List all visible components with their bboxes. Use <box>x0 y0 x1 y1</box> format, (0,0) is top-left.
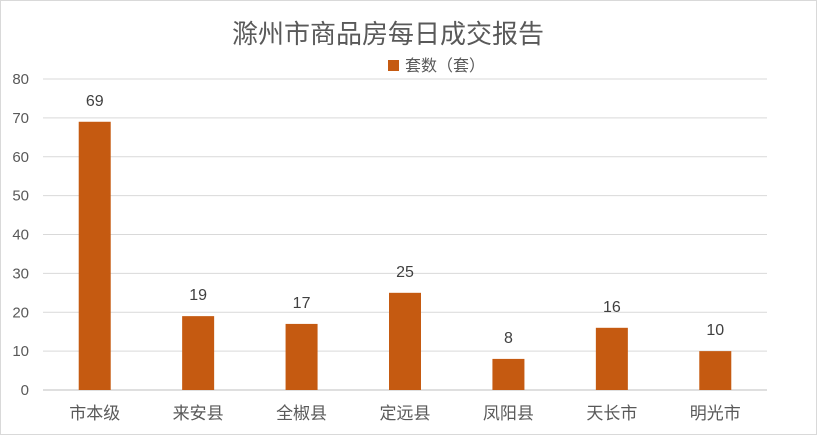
bar <box>389 292 421 390</box>
data-label: 25 <box>396 264 414 281</box>
y-tick-label: 20 <box>12 304 29 321</box>
y-tick-label: 50 <box>12 188 29 205</box>
y-tick-label: 30 <box>12 265 29 282</box>
x-axis-ticks: 市本级 来安县 全椒县 定远县 凤阳县 天长市 明光市 <box>69 404 741 424</box>
x-tick-label: 凤阳县 <box>483 404 534 424</box>
data-labels: 69 19 17 25 8 16 10 <box>86 93 724 347</box>
y-tick-label: 80 <box>12 71 29 88</box>
y-tick-label: 10 <box>12 343 29 360</box>
data-label: 17 <box>293 295 311 312</box>
bar <box>285 323 318 390</box>
legend-label: 套数（套） <box>405 56 485 75</box>
legend-swatch <box>388 60 399 71</box>
gridlines <box>43 78 767 391</box>
bars <box>78 121 732 390</box>
x-tick-label: 来安县 <box>173 404 224 424</box>
data-label: 19 <box>189 287 207 304</box>
chart-title: 滁州市商品房每日成交报告 <box>232 20 544 50</box>
legend: 套数（套） <box>388 56 485 75</box>
y-tick-label: 0 <box>21 382 29 399</box>
bar <box>492 358 525 390</box>
x-tick-label: 明光市 <box>690 404 741 424</box>
bar <box>78 121 111 390</box>
x-tick-label: 天长市 <box>586 404 637 424</box>
bar <box>182 316 215 390</box>
bar <box>699 351 732 390</box>
y-tick-label: 60 <box>12 149 29 166</box>
data-label: 16 <box>603 299 621 316</box>
x-tick-label: 定远县 <box>380 404 431 424</box>
bar <box>595 327 628 390</box>
data-label: 8 <box>504 330 513 347</box>
y-tick-label: 70 <box>12 110 29 127</box>
x-tick-label: 市本级 <box>69 404 120 424</box>
y-tick-label: 40 <box>12 227 29 244</box>
data-label: 10 <box>706 322 724 339</box>
y-axis-ticks: 0 10 20 30 40 50 60 70 80 <box>12 71 29 399</box>
data-label: 69 <box>86 93 104 110</box>
x-tick-label: 全椒县 <box>276 404 327 424</box>
